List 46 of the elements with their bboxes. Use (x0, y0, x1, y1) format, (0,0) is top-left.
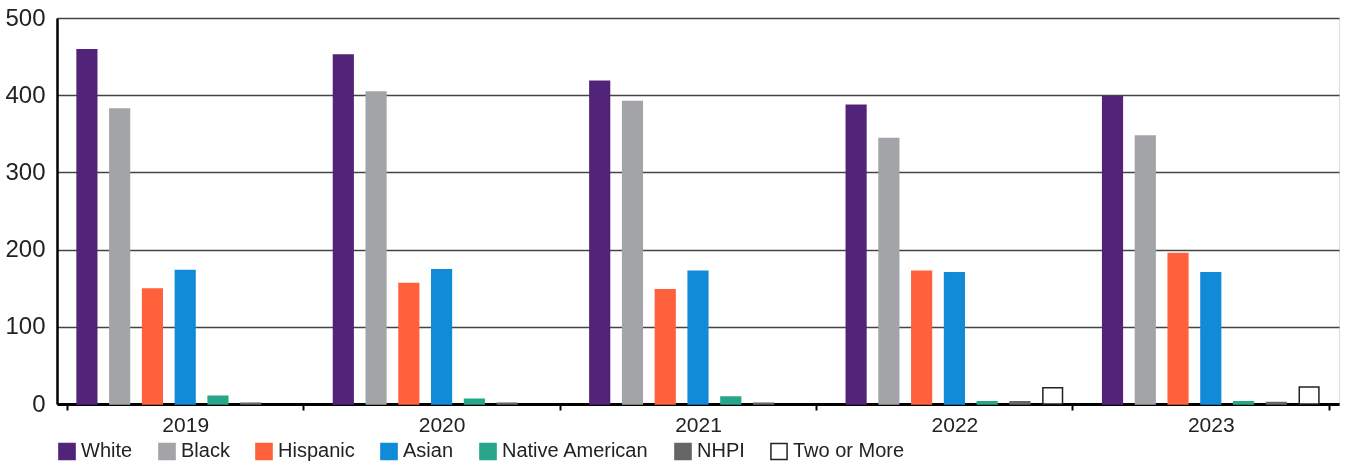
legend-label: Black (181, 439, 231, 462)
x-tick-label: 2020 (418, 412, 466, 436)
bar (976, 400, 998, 405)
bar (398, 282, 420, 405)
bar (76, 48, 98, 405)
bar (943, 272, 965, 405)
legend-label: Two or More (793, 439, 905, 462)
y-tick-label: 0 (32, 389, 46, 417)
bar (431, 268, 453, 405)
x-tick-label: 2022 (931, 412, 979, 436)
bar (1200, 272, 1222, 405)
legend-label: Asian (403, 439, 454, 462)
bar (332, 54, 354, 405)
bar (1298, 386, 1320, 405)
bar (654, 288, 676, 405)
bar (141, 288, 164, 405)
legend-label: White (81, 439, 133, 462)
y-tick-label: 300 (5, 157, 46, 185)
bar (174, 269, 196, 405)
bar (109, 108, 131, 405)
x-tick-label: 2023 (1187, 412, 1235, 436)
bar (878, 137, 900, 405)
bar (1232, 400, 1255, 405)
bar (687, 270, 709, 405)
legend-label: Native American (502, 439, 648, 462)
bar (1101, 95, 1124, 405)
bar (463, 398, 485, 405)
bar (365, 91, 387, 405)
bar (207, 395, 229, 405)
bar (911, 270, 933, 405)
bar (720, 396, 742, 405)
y-tick-label: 200 (5, 235, 46, 263)
bar (589, 80, 611, 405)
y-tick-label: 400 (5, 80, 46, 108)
x-tick-label: 2021 (675, 412, 722, 436)
legend-label: NHPI (697, 439, 745, 462)
x-tick-label: 2019 (162, 412, 210, 436)
bar (845, 104, 867, 405)
y-tick-label: 500 (5, 3, 46, 31)
bar (621, 100, 644, 405)
bar (1042, 387, 1064, 405)
bar (1134, 135, 1156, 405)
bar (1009, 400, 1031, 405)
y-tick-label: 100 (5, 312, 46, 340)
bar (1167, 252, 1189, 405)
legend-label: Hispanic (278, 439, 355, 462)
